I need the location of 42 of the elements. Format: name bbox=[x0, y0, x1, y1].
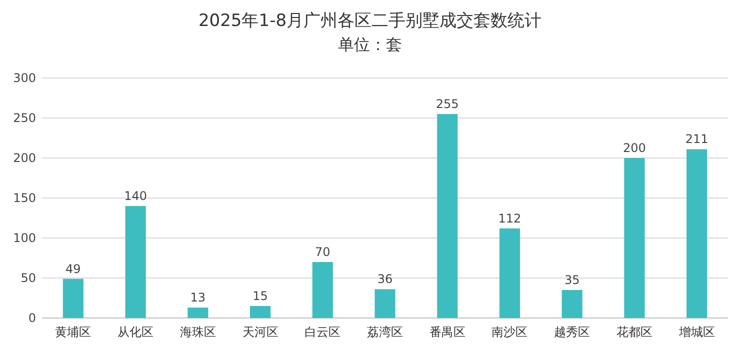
y-tick-label: 0 bbox=[28, 311, 36, 325]
y-tick-label: 50 bbox=[20, 271, 36, 285]
x-tick-label: 越秀区 bbox=[554, 325, 590, 339]
y-tick-label: 200 bbox=[13, 151, 36, 165]
data-label: 49 bbox=[66, 262, 81, 276]
bar bbox=[686, 149, 708, 318]
x-tick-label: 南沙区 bbox=[492, 325, 528, 339]
x-tick-label: 荔湾区 bbox=[367, 325, 403, 339]
data-label: 200 bbox=[623, 141, 646, 155]
y-tick-label: 150 bbox=[13, 191, 36, 205]
data-label: 13 bbox=[190, 290, 206, 305]
bar bbox=[62, 278, 84, 318]
bar bbox=[624, 158, 645, 318]
y-tick-label: 300 bbox=[13, 71, 36, 85]
bar bbox=[125, 206, 146, 318]
bar bbox=[437, 114, 458, 318]
bar bbox=[499, 228, 520, 318]
bar bbox=[374, 289, 396, 318]
data-label: 140 bbox=[124, 189, 147, 203]
data-label: 112 bbox=[498, 211, 522, 226]
x-tick-label: 花都区 bbox=[616, 325, 652, 339]
x-tick-label: 天河区 bbox=[242, 325, 278, 339]
data-label: 36 bbox=[377, 272, 393, 286]
x-tick-label: 黄埔区 bbox=[55, 325, 92, 339]
bar bbox=[312, 262, 333, 318]
data-label: 15 bbox=[252, 289, 268, 303]
x-tick-label: 白云区 bbox=[304, 325, 341, 339]
data-label: 211 bbox=[685, 132, 708, 146]
x-tick-label: 增城区 bbox=[678, 325, 715, 339]
chart-title: 2025年1-8月广州各区二手别墅成交套数统计 bbox=[198, 11, 542, 31]
data-label: 70 bbox=[314, 245, 330, 259]
bar bbox=[250, 306, 271, 318]
x-tick-label: 从化区 bbox=[118, 325, 154, 339]
data-label: 255 bbox=[436, 97, 459, 111]
bar bbox=[562, 290, 582, 318]
bar bbox=[188, 308, 208, 318]
y-tick-label: 100 bbox=[13, 231, 36, 245]
data-label: 35 bbox=[564, 273, 580, 287]
y-tick-label: 250 bbox=[13, 111, 36, 125]
x-tick-label: 海珠区 bbox=[180, 325, 216, 339]
x-tick-label: 番禺区 bbox=[429, 325, 466, 339]
chart-subtitle: 单位：套 bbox=[338, 35, 402, 54]
